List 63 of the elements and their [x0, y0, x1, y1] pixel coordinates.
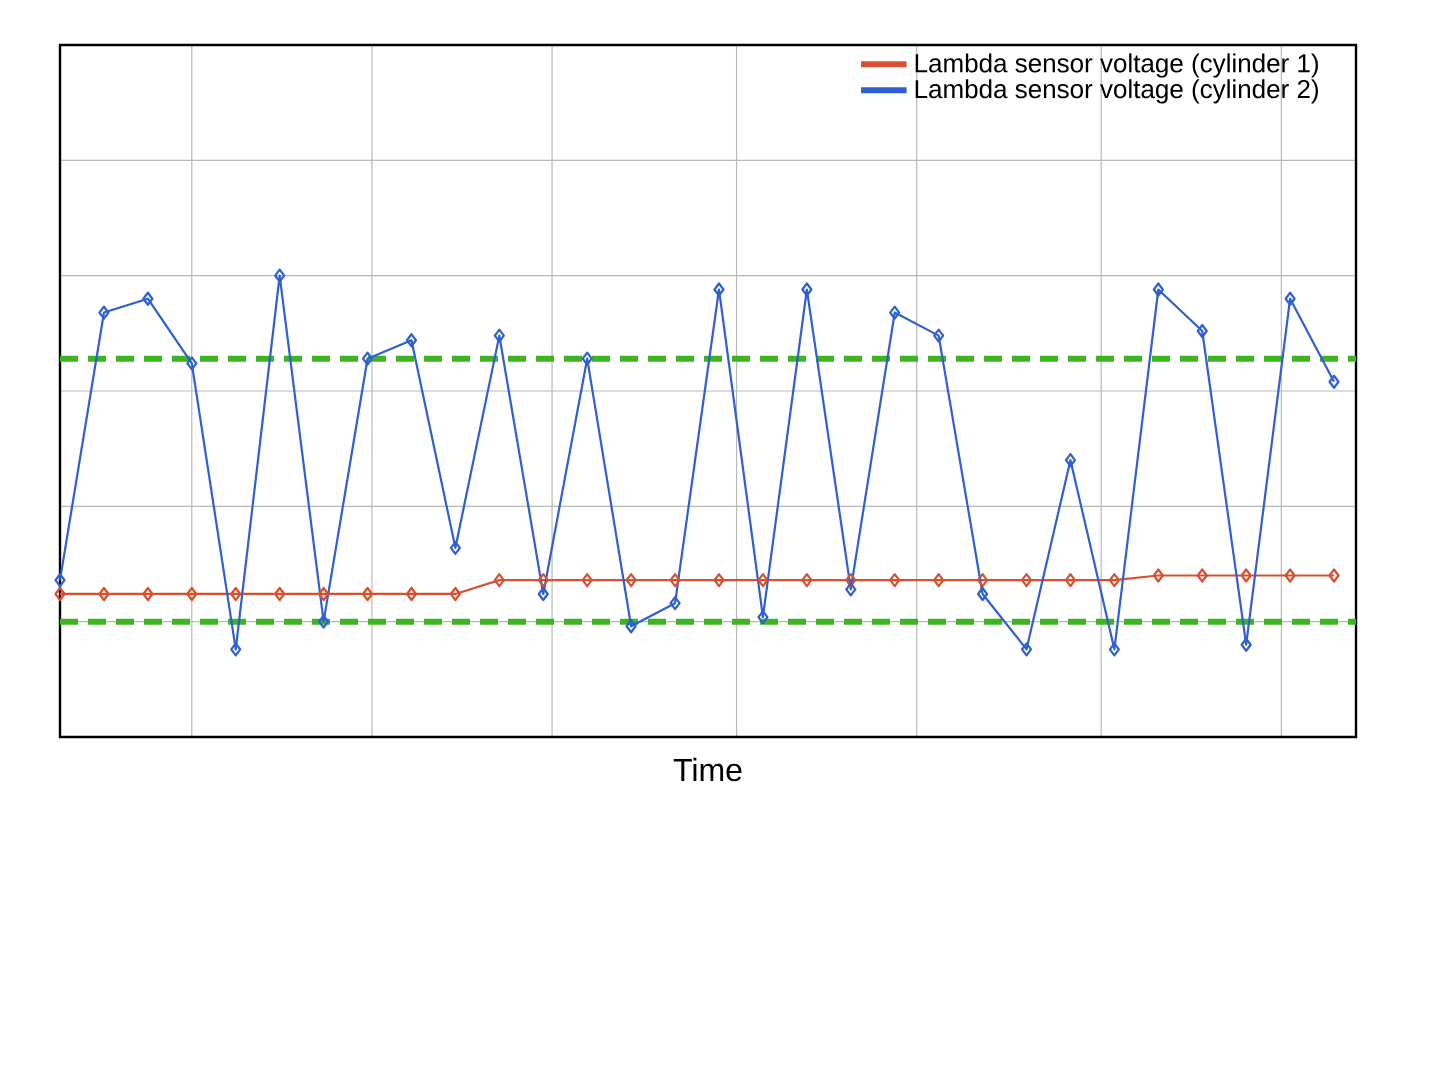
point: [757, 573, 769, 588]
point: [669, 573, 681, 588]
point: [1328, 568, 1340, 583]
point: [933, 573, 945, 588]
point: [889, 573, 901, 588]
point: [1152, 282, 1164, 297]
point: [142, 291, 154, 306]
point: [98, 586, 110, 602]
point: [54, 586, 66, 602]
point: [230, 586, 242, 602]
point: [1064, 453, 1077, 468]
point: [713, 573, 725, 588]
point: [318, 586, 330, 602]
point: [98, 305, 110, 320]
point: [1328, 374, 1340, 389]
point: [361, 586, 374, 602]
point: [361, 351, 374, 366]
point: [405, 333, 418, 348]
point: [976, 573, 989, 588]
point: [230, 642, 242, 657]
point: [1240, 568, 1252, 583]
point: [1020, 642, 1033, 657]
point: [757, 609, 769, 625]
point: [845, 582, 857, 597]
point: [318, 614, 330, 629]
point: [889, 305, 901, 320]
point: [581, 351, 593, 366]
point: [845, 573, 857, 588]
point: [1196, 568, 1208, 583]
point: [142, 586, 154, 602]
point: [274, 586, 286, 602]
point: [1064, 573, 1077, 588]
point: [274, 268, 286, 283]
point: [449, 540, 461, 555]
point: [933, 328, 945, 343]
point: [669, 596, 681, 611]
point: [405, 586, 418, 602]
point: [1020, 573, 1033, 588]
legend-label: Lambda sensor voltage (cylinder 1): [915, 53, 1318, 78]
point: [1284, 568, 1296, 583]
point: [1284, 291, 1296, 306]
point: [801, 573, 813, 588]
x-axis-title: Time: [673, 757, 742, 782]
legend-label: Lambda sensor voltage (cylinder 2): [915, 79, 1318, 104]
point: [581, 573, 593, 588]
point: [54, 573, 66, 588]
point: [186, 356, 198, 371]
point: [1152, 568, 1164, 583]
point: [625, 573, 637, 588]
point: [713, 282, 725, 297]
point: [537, 573, 549, 588]
point: [976, 586, 989, 602]
point: [493, 573, 505, 588]
point: [449, 586, 461, 602]
point: [801, 282, 813, 297]
point: [1108, 642, 1120, 657]
point: [625, 619, 637, 634]
point: [1196, 323, 1208, 339]
point: [186, 586, 198, 602]
point: [537, 586, 549, 602]
point: [1108, 573, 1120, 588]
point: [493, 328, 505, 343]
point: [1240, 637, 1252, 652]
